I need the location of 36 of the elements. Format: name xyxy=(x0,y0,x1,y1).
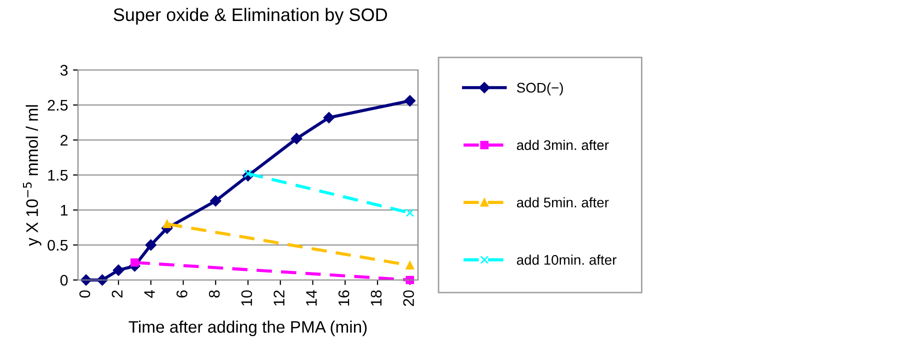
x-tick-label: 6 xyxy=(176,290,188,298)
point xyxy=(210,195,222,207)
chart-title: Super oxide & Elimination by SOD xyxy=(114,8,387,25)
x-tick-label: 18 xyxy=(370,290,382,306)
y-tick-label: 2 xyxy=(60,134,68,146)
y-tick-label: 1 xyxy=(60,205,68,216)
point xyxy=(406,261,414,270)
point xyxy=(404,95,416,106)
y-tick-label: 0 xyxy=(60,274,68,286)
y-tick-label: 3 xyxy=(60,64,68,76)
x-tick-label: 8 xyxy=(208,290,220,298)
point xyxy=(112,264,124,276)
y-tick-label: 2.5 xyxy=(48,100,68,111)
legend-label: add 3min. after xyxy=(516,140,609,150)
x-tick-label: 2 xyxy=(112,290,122,298)
point xyxy=(290,132,302,144)
x-tick-label: 4 xyxy=(144,290,155,298)
legend-label: SOD(−) xyxy=(516,82,563,96)
x-tick-label: 14 xyxy=(306,290,317,306)
x-tick-label: 16 xyxy=(338,290,350,306)
x-tick-label: 10 xyxy=(241,290,252,306)
legend-label: add 5min. after xyxy=(516,197,609,208)
x-tick-label: 12 xyxy=(274,290,284,306)
y-tick-label: 1.5 xyxy=(48,170,68,181)
x-tick-label: 0 xyxy=(79,290,90,298)
x-axis-title: Time after adding the PMA (min) xyxy=(128,320,367,336)
point xyxy=(145,239,156,251)
y-tick-label: 0.5 xyxy=(48,240,68,251)
legend-label: add 10min. after xyxy=(516,254,616,265)
point xyxy=(162,220,172,228)
x-tick-label: 20 xyxy=(403,290,414,306)
point xyxy=(96,274,108,286)
point xyxy=(323,112,335,124)
point xyxy=(130,258,139,267)
point xyxy=(406,208,414,217)
y-axis-title: y X 10$^{−5}$ mmol / ml xyxy=(22,105,42,246)
